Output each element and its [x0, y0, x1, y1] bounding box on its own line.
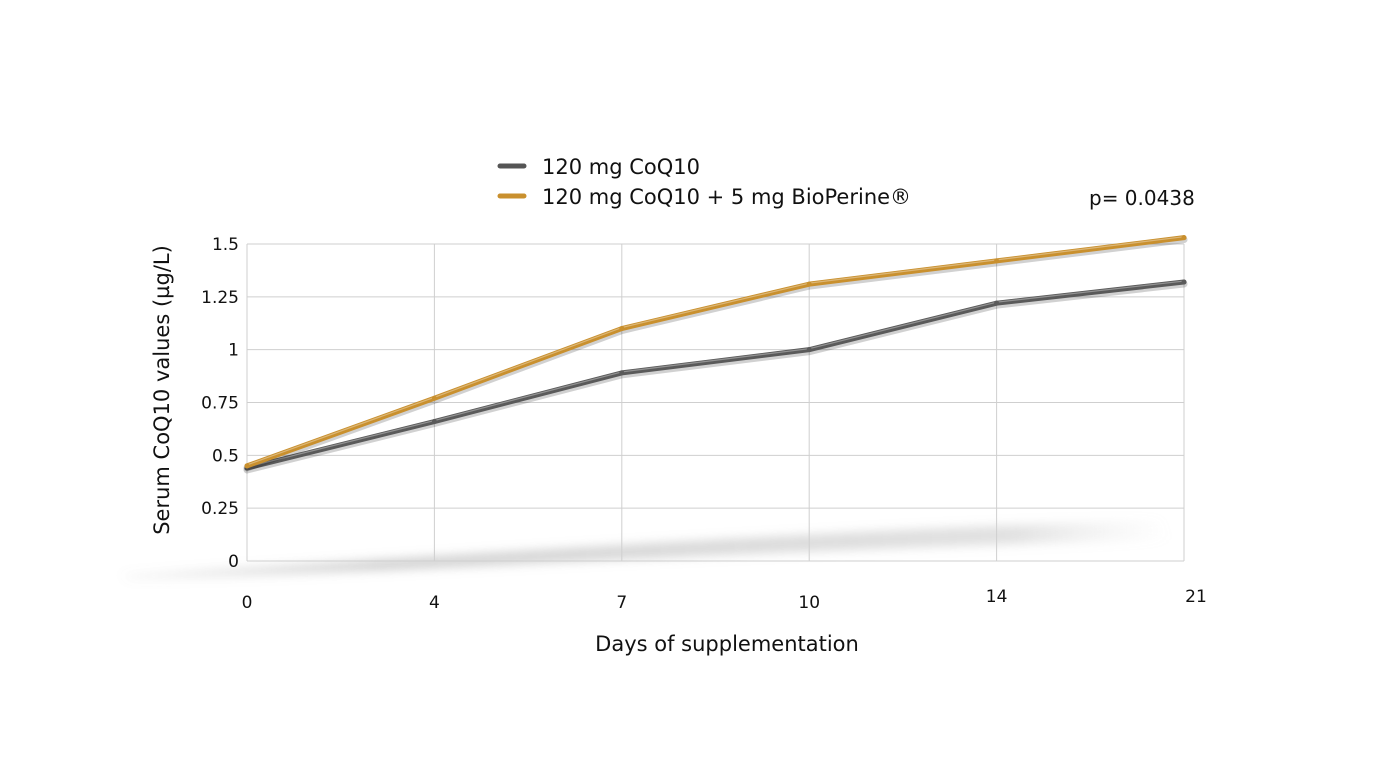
series-1-line	[244, 279, 1187, 471]
series-1-point	[1181, 279, 1187, 285]
y-tick-label: 1.25	[201, 288, 239, 308]
series-1-point	[431, 419, 437, 425]
series-2-point	[806, 281, 812, 287]
floor-shadow	[120, 520, 1170, 580]
series-2-point	[1181, 235, 1187, 241]
series-1-highlight	[246, 280, 1185, 468]
x-tick-label: 7	[616, 593, 627, 613]
series-2-point	[619, 326, 625, 332]
y-tick-label: 0.75	[201, 394, 239, 414]
y-tick-label: 0.5	[212, 446, 239, 466]
y-tick-label: 1.5	[212, 235, 239, 255]
x-tick-label: 10	[798, 593, 820, 613]
y-tick-label: 1	[228, 341, 239, 361]
x-tick-label: 0	[242, 593, 253, 613]
x-tick-label: 4	[429, 593, 440, 613]
x-tick-label: 21	[1185, 587, 1207, 607]
legend-label-series-1: 120 mg CoQ10	[542, 155, 700, 179]
axis-ticks: 0 0.25 0.5 0.75 1 1.25 1.5 0 4 7 10 14 21	[201, 235, 1207, 613]
grid	[246, 243, 1185, 562]
legend: 120 mg CoQ10 120 mg CoQ10 + 5 mg BioPeri…	[497, 155, 911, 209]
series-1-point	[994, 300, 1000, 306]
series-1-point	[619, 370, 625, 376]
series-2-highlight	[246, 236, 1185, 466]
x-axis-title: Days of supplementation	[595, 632, 859, 656]
series-2-point	[994, 258, 1000, 264]
x-tick-label: 14	[986, 587, 1008, 607]
y-axis-title: Serum CoQ10 values (µg/L)	[150, 245, 174, 535]
series-lines	[243, 235, 1188, 474]
legend-label-series-2: 120 mg CoQ10 + 5 mg BioPerine®	[542, 185, 911, 209]
series-2-point	[244, 463, 250, 469]
y-tick-label: 0.25	[201, 499, 239, 519]
series-2-line	[244, 235, 1187, 469]
p-value-annotation: p= 0.0438	[1089, 186, 1195, 210]
series-2-point	[431, 395, 437, 401]
floor-shadow-band	[120, 520, 1170, 580]
y-tick-label: 0	[228, 552, 239, 572]
series-1-point	[806, 347, 812, 353]
